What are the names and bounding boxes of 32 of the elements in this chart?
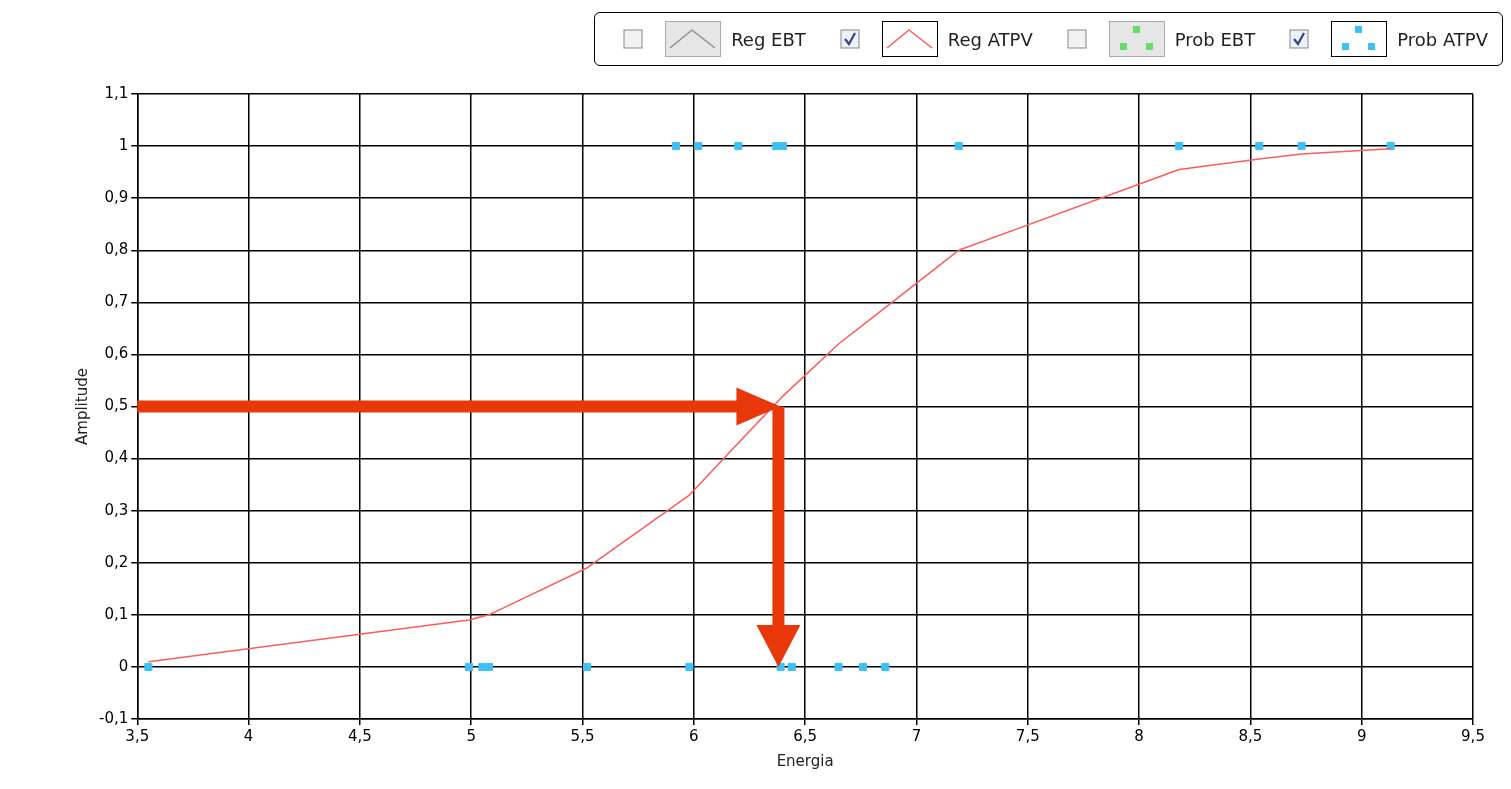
y-tick-label: 0,9 bbox=[104, 188, 129, 207]
x-tick-label: 6 bbox=[689, 726, 699, 745]
y-tick-label: -0,1 bbox=[98, 708, 129, 727]
x-tick-label: 5,5 bbox=[570, 726, 595, 745]
x-tick-label: 7 bbox=[911, 726, 922, 745]
y-tick-label: 0,8 bbox=[104, 240, 129, 259]
y-tick-label: 0,5 bbox=[104, 396, 129, 415]
x-tick-label: 5 bbox=[466, 726, 476, 745]
legend-label: Prob EBT bbox=[1174, 28, 1256, 50]
x-axis-title: Energia bbox=[776, 751, 834, 770]
y-tick-label: 0,4 bbox=[104, 448, 129, 467]
y-tick-label: 0,2 bbox=[104, 552, 129, 571]
x-tick-label: 7,5 bbox=[1015, 726, 1040, 745]
y-axis-title: Amplitude bbox=[72, 368, 91, 445]
y-tick-label: 0,3 bbox=[104, 500, 129, 519]
x-tick-label: 6,5 bbox=[793, 726, 818, 745]
y-tick-label: 0,1 bbox=[104, 604, 129, 623]
x-tick-label: 8 bbox=[1134, 726, 1144, 745]
x-tick-label: 4 bbox=[243, 726, 254, 745]
legend-label: Reg EBT bbox=[731, 28, 806, 50]
legend-label: Reg ATPV bbox=[947, 28, 1033, 50]
y-tick-label: 0,6 bbox=[104, 344, 129, 363]
y-tick-label: 0,7 bbox=[104, 292, 129, 311]
x-tick-label: 9,5 bbox=[1461, 726, 1485, 745]
x-tick-label: 3,5 bbox=[125, 726, 150, 745]
x-tick-label: 8,5 bbox=[1238, 726, 1263, 745]
x-tick-label: 4,5 bbox=[347, 726, 372, 745]
y-tick-label: 0 bbox=[118, 656, 129, 675]
y-tick-label: 1 bbox=[118, 135, 129, 154]
legend-label: Prob ATPV bbox=[1397, 28, 1488, 50]
y-tick-label: 1,1 bbox=[104, 83, 129, 102]
x-tick-label: 9 bbox=[1356, 726, 1367, 745]
